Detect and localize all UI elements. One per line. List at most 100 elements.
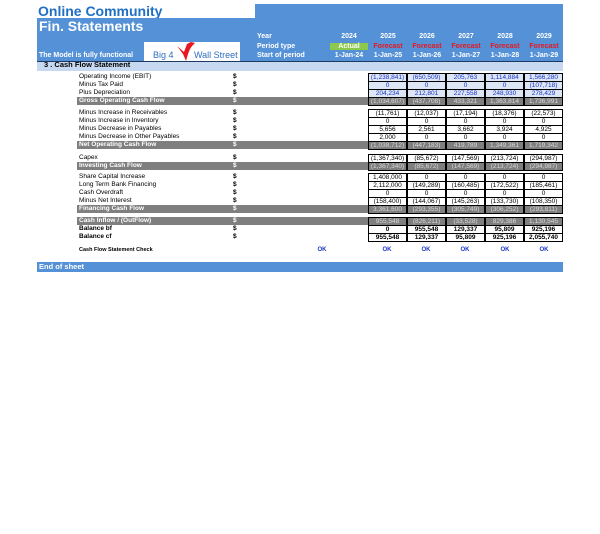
row-label: Gross Operating Cash Flow [79, 96, 165, 104]
value-cell[interactable]: 433,321 [446, 97, 485, 106]
year-header: 2026 [419, 33, 435, 40]
year-header: 2025 [380, 33, 396, 40]
year-header: 2029 [536, 33, 552, 40]
currency-symbol: $ [233, 216, 237, 224]
period-type-label: Period type [257, 43, 296, 50]
currency-symbol: $ [233, 161, 237, 169]
row-label: Minus Net Interest [79, 196, 132, 204]
year-header: 2027 [458, 33, 474, 40]
cash-flow-check-label: Cash Flow Statement Check [79, 247, 153, 253]
period-type-header: Forecast [412, 43, 442, 50]
currency-symbol: $ [233, 188, 237, 196]
row-label: Share Capital Increase [79, 172, 146, 180]
check-ok-status: OK [382, 247, 392, 253]
value-cell[interactable]: (293,811) [524, 205, 563, 214]
currency-symbol: $ [233, 224, 237, 232]
row-label: Operating Income (EBIT) [79, 72, 152, 80]
end-of-sheet-label: End of sheet [39, 262, 85, 271]
value-cell[interactable]: (1,038,712) [368, 141, 407, 150]
year-header: 2024 [341, 33, 357, 40]
section-title: 3 . Cash Flow Statement [44, 60, 131, 69]
check-ok-status: OK [500, 247, 510, 253]
currency-symbol: $ [233, 88, 237, 96]
period-type-header: Forecast [529, 43, 559, 50]
row-label: Net Operating Cash Flow [79, 140, 157, 148]
year-header: 2028 [497, 33, 513, 40]
value-cell[interactable]: 1,736,991 [524, 97, 563, 106]
value-cell[interactable]: 3,361,600 [368, 205, 407, 214]
start-date-header: 1-Jan-27 [451, 52, 481, 59]
header-band-top [255, 4, 563, 19]
row-label: Minus Tax Paid [79, 80, 123, 88]
logo-text-right: Wall Street [194, 50, 238, 60]
value-cell[interactable]: 419,789 [446, 141, 485, 150]
value-cell[interactable]: (447,183) [407, 141, 446, 150]
check-ok-status: OK [539, 247, 549, 253]
total-row-bar [77, 97, 563, 105]
red-eagle-icon [177, 42, 195, 61]
value-cell[interactable]: (1,367,340) [368, 162, 407, 171]
start-date-header: 1-Jan-25 [373, 52, 403, 59]
row-label: Financing Cash Flow [79, 204, 145, 212]
value-cell[interactable]: 2,055,740 [524, 233, 563, 242]
row-label: Minus Increase in Receivables [79, 108, 168, 116]
currency-symbol: $ [233, 153, 237, 161]
row-label: Long Term Bank Financing [79, 180, 157, 188]
value-cell[interactable]: (1,034,607) [368, 97, 407, 106]
currency-symbol: $ [233, 232, 237, 240]
currency-symbol: $ [233, 196, 237, 204]
check-ok-status: OK [421, 247, 431, 253]
currency-symbol: $ [233, 204, 237, 212]
row-label: Minus Increase in Inventory [79, 116, 159, 124]
row-label: Capex [79, 153, 98, 161]
value-cell[interactable]: (305,749) [446, 205, 485, 214]
row-label: Cash Inflow / (OutFlow) [79, 216, 152, 224]
start-date-header: 1-Jan-26 [412, 52, 442, 59]
period-type-header: Forecast [451, 43, 481, 50]
row-label: Cash Overdraft [79, 188, 124, 196]
value-cell[interactable]: (306,252) [485, 205, 524, 214]
value-cell[interactable]: (213,724) [485, 162, 524, 171]
currency-symbol: $ [233, 72, 237, 80]
row-label: Investing Cash Flow [79, 161, 142, 169]
model-status-text: The Model is fully functional [39, 52, 134, 59]
value-cell[interactable]: (293,355) [407, 205, 446, 214]
value-cell[interactable]: 95,809 [446, 233, 485, 242]
end-of-sheet-bar [37, 262, 563, 272]
section-header-bar [37, 61, 563, 71]
start-of-period-label: Start of period [257, 52, 305, 59]
currency-symbol: $ [233, 116, 237, 124]
value-cell[interactable]: 1,349,361 [485, 141, 524, 150]
value-cell[interactable]: (147,569) [446, 162, 485, 171]
total-row-bar [77, 217, 563, 225]
value-cell[interactable]: 955,548 [368, 233, 407, 242]
value-cell[interactable]: (294,987) [524, 162, 563, 171]
total-row-bar [77, 162, 563, 170]
currency-symbol: $ [233, 132, 237, 140]
value-cell[interactable]: 1,719,342 [524, 141, 563, 150]
currency-symbol: $ [233, 108, 237, 116]
value-cell[interactable]: (85,672) [407, 162, 446, 171]
value-cell[interactable]: 1,363,814 [485, 97, 524, 106]
period-type-header: Actual [330, 43, 368, 50]
company-title: Online Community [38, 3, 163, 19]
value-cell[interactable]: 129,337 [407, 233, 446, 242]
row-label: Balance cf [79, 232, 112, 240]
logo-text-left: Big 4 [153, 50, 174, 60]
big4-logo [144, 42, 240, 61]
start-date-header: 1-Jan-28 [490, 52, 520, 59]
currency-symbol: $ [233, 140, 237, 148]
currency-symbol: $ [233, 80, 237, 88]
row-label: Balance bf [79, 224, 112, 232]
value-cell[interactable]: (437,708) [407, 97, 446, 106]
row-label: Plus Depreciation [79, 88, 130, 96]
sheet-title: Fin. Statements [39, 18, 144, 34]
period-type-header: Forecast [490, 43, 520, 50]
total-row-bar [77, 141, 563, 149]
row-label: Minus Decrease in Other Payables [79, 132, 180, 140]
check-ok-status: OK [460, 247, 470, 253]
currency-symbol: $ [233, 124, 237, 132]
value-cell[interactable]: 925,196 [485, 233, 524, 242]
check-ok-status: OK [317, 247, 327, 253]
header-band [37, 18, 563, 61]
